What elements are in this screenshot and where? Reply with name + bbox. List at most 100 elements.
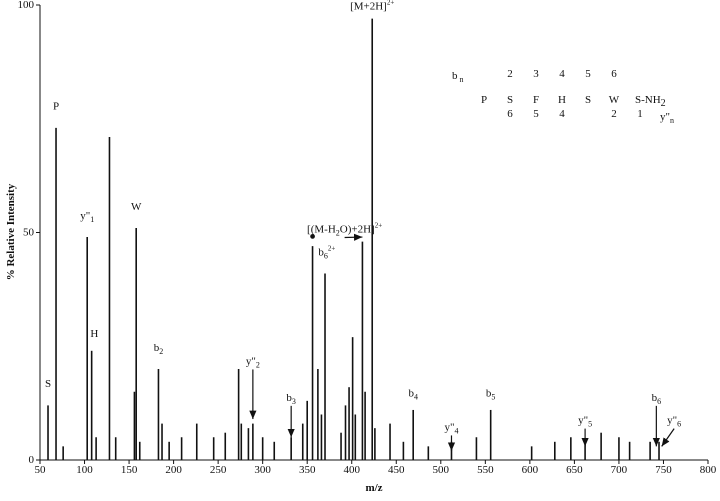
peak-label: y"4	[444, 421, 458, 435]
label-part: 6	[324, 251, 328, 260]
peak-label: [M+2H]2+	[350, 0, 394, 13]
y-number: 6	[507, 108, 513, 120]
y-number: 4	[559, 108, 565, 120]
label-part: 6	[657, 397, 661, 406]
residue: F	[533, 94, 539, 106]
y-number: 1	[637, 108, 643, 120]
label-part: n	[670, 116, 674, 125]
y-tick-label: 50	[23, 227, 35, 239]
peak-label: y"5	[578, 415, 592, 429]
peak-label: P	[53, 101, 59, 113]
residue: S	[585, 94, 591, 106]
peak-label: W	[131, 201, 142, 213]
x-tick-label: 600	[522, 464, 539, 476]
x-tick-label: 300	[254, 464, 271, 476]
label-part: 3	[292, 397, 296, 406]
label-part: y"	[667, 415, 677, 427]
x-tick-label: 450	[388, 464, 405, 476]
x-tick-label: 400	[343, 464, 360, 476]
residue: W	[609, 94, 620, 106]
peak-label: y"1	[80, 210, 94, 224]
x-tick-label: 700	[611, 464, 628, 476]
b-number: 4	[559, 68, 565, 80]
label-part: n	[460, 75, 464, 84]
label-part: S	[507, 94, 513, 106]
label-part: 4	[414, 392, 418, 401]
x-tick-label: 150	[121, 464, 138, 476]
x-axis-label: m/z	[365, 482, 382, 494]
x-tick-label: 100	[76, 464, 93, 476]
peak-label: b2	[154, 342, 164, 356]
label-part: S-NH	[635, 94, 661, 106]
label-part: P	[481, 94, 487, 106]
residue: S	[507, 94, 513, 106]
y-number: 2	[611, 108, 617, 120]
label-part: y"	[660, 111, 670, 123]
peak-label: H	[90, 328, 98, 340]
label-part: b	[652, 392, 658, 404]
x-tick-label: 750	[655, 464, 672, 476]
label-part: W	[131, 201, 142, 213]
label-part: 2+	[375, 222, 383, 230]
label-part: 2	[336, 229, 340, 238]
label-part: 2	[661, 98, 666, 109]
x-tick-label: 650	[566, 464, 583, 476]
label-part: ●	[309, 230, 316, 242]
label-part: 2	[159, 347, 163, 356]
b-number: 2	[507, 68, 513, 80]
label-part: 5	[491, 392, 495, 401]
peak-label: ●	[309, 230, 316, 242]
residue: S-NH2	[635, 94, 666, 109]
peak-label: y"2	[246, 355, 260, 369]
label-part: [(M-H	[307, 224, 336, 236]
label-part: 6	[677, 420, 681, 429]
y-tick-label: 0	[29, 454, 35, 466]
label-part: y"	[578, 415, 588, 427]
label-part: W	[609, 94, 620, 106]
label-part: H	[558, 94, 566, 106]
label-part: b	[318, 246, 324, 258]
label-part: H	[90, 328, 98, 340]
label-part: b	[408, 387, 414, 399]
label-part: F	[533, 94, 539, 106]
residue: P	[481, 94, 487, 106]
x-tick-label: 50	[35, 464, 47, 476]
label-part: 5	[588, 420, 592, 429]
x-tick-label: 250	[210, 464, 227, 476]
peak-label: y"6	[667, 415, 681, 429]
peak-label: b5	[486, 387, 496, 401]
x-tick-label: 350	[299, 464, 316, 476]
y-series-label: y"n	[660, 111, 674, 125]
peak-label: b62+	[318, 244, 335, 260]
x-tick-label: 550	[477, 464, 494, 476]
label-part: b	[286, 392, 292, 404]
residue: H	[558, 94, 566, 106]
label-part: P	[53, 101, 59, 113]
label-part: y"	[246, 355, 256, 367]
x-tick-label: 200	[165, 464, 182, 476]
x-tick-label: 800	[700, 464, 717, 476]
label-part: S	[585, 94, 591, 106]
peak-label: S	[45, 378, 51, 390]
b-number: 6	[611, 68, 617, 80]
y-number: 5	[533, 108, 539, 120]
label-part: O)+2H]	[340, 224, 375, 236]
peak-label: [(M-H2O)+2H]2+	[307, 222, 382, 238]
label-part: 2	[256, 360, 260, 369]
label-part: 2+	[387, 0, 395, 7]
annotation-arrow	[661, 428, 675, 447]
y-tick-label: 100	[18, 0, 35, 11]
x-tick-label: 500	[433, 464, 450, 476]
peak-label: b3	[286, 392, 296, 406]
label-part: [M+2H]	[350, 1, 387, 13]
label-part: 4	[454, 426, 458, 435]
label-part: y"	[444, 421, 454, 433]
peak-label: b4	[408, 387, 418, 401]
peak-label: b6	[652, 392, 662, 406]
label-part: 1	[90, 215, 94, 224]
b-number: 5	[585, 68, 591, 80]
label-part: 2+	[328, 244, 336, 252]
label-part: y"	[80, 210, 90, 222]
